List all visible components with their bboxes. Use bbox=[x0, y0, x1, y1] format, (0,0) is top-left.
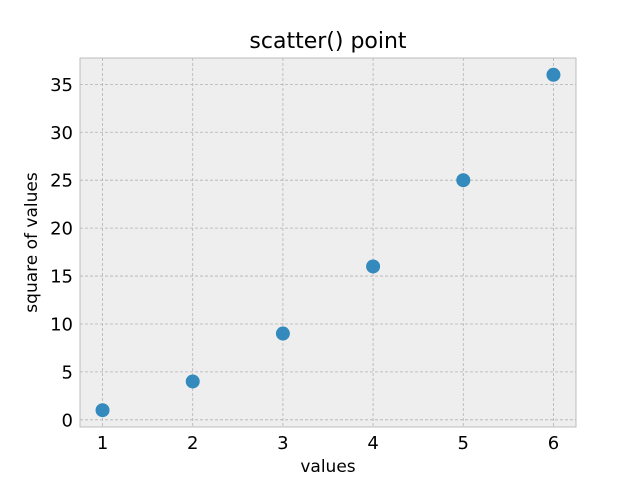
data-point bbox=[275, 326, 290, 341]
ticks: 1 2 3 4 5 6 0 5 10 15 20 25 30 35 bbox=[50, 75, 559, 454]
x-tick-label: 5 bbox=[458, 433, 469, 454]
data-point bbox=[185, 374, 200, 389]
x-tick-label: 2 bbox=[187, 433, 198, 454]
data-point bbox=[456, 173, 471, 188]
y-axis-label: square of values bbox=[22, 172, 42, 313]
grid bbox=[80, 58, 576, 427]
y-tick-label: 30 bbox=[50, 123, 73, 144]
y-tick-label: 5 bbox=[62, 362, 73, 383]
x-axis-label: values bbox=[300, 457, 355, 477]
y-tick-label: 35 bbox=[50, 75, 73, 96]
x-tick-label: 1 bbox=[97, 433, 108, 454]
x-tick-label: 4 bbox=[367, 433, 378, 454]
y-tick-label: 25 bbox=[50, 171, 73, 192]
data-point bbox=[95, 403, 110, 418]
data-point bbox=[366, 259, 381, 274]
chart-title: scatter() point bbox=[249, 29, 407, 54]
plot-area bbox=[79, 57, 577, 428]
data-points bbox=[95, 67, 561, 418]
data-point bbox=[546, 67, 561, 82]
y-tick-label: 0 bbox=[62, 410, 73, 431]
y-tick-label: 10 bbox=[50, 314, 73, 335]
x-tick-label: 6 bbox=[548, 433, 559, 454]
x-tick-label: 3 bbox=[277, 433, 288, 454]
y-tick-label: 15 bbox=[50, 267, 73, 288]
y-tick-label: 20 bbox=[50, 219, 73, 240]
